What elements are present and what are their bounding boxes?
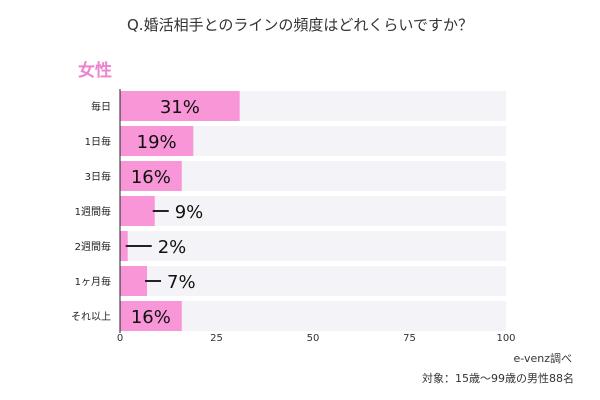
bar-track [120,301,506,331]
bar-track [120,196,506,226]
category-label: 3日毎 [85,170,111,183]
chart-title: Q.婚活相手とのラインの頻度はどれくらいですか？ [127,16,473,34]
bar-tracks [120,91,506,331]
bar [120,301,182,331]
x-tick-label: 50 [307,333,320,344]
x-tick-label: 25 [210,333,223,344]
bar-track [120,161,506,191]
value-leaders [125,210,169,282]
x-axis-ticks: 0 25 50 75 100 [117,333,516,344]
target-note: 対象：15歳〜99歳の男性88名 [422,371,574,385]
x-tick-label: 75 [403,333,416,344]
bar-track [120,231,506,261]
bar [120,126,194,156]
category-label: 1週間毎 [75,205,111,218]
bar [120,91,240,121]
bar-track [120,266,506,296]
value-label: 31% [160,97,200,118]
bar [120,161,182,191]
x-tick-label: 100 [496,333,515,344]
source-note: e-venz調べ [514,351,572,365]
category-label: 1日毎 [85,135,111,148]
category-label: 2週間毎 [75,240,111,253]
value-label: 9% [175,202,204,223]
bars [120,91,240,331]
category-label: 1ヶ月毎 [75,275,111,288]
bar [120,196,155,226]
value-label: 7% [167,272,196,293]
bar [120,266,148,296]
value-labels: 31%19%16%9%2%7%16% [131,97,203,328]
x-tick-label: 0 [117,333,123,344]
category-label: 毎日 [91,100,111,113]
category-label: それ以上 [71,311,111,323]
value-label: 2% [158,237,187,258]
value-label: 16% [131,307,171,328]
chart-subtitle: 女性 [78,60,112,81]
value-label: 19% [137,132,177,153]
bar [120,231,128,261]
value-label: 16% [131,167,171,188]
